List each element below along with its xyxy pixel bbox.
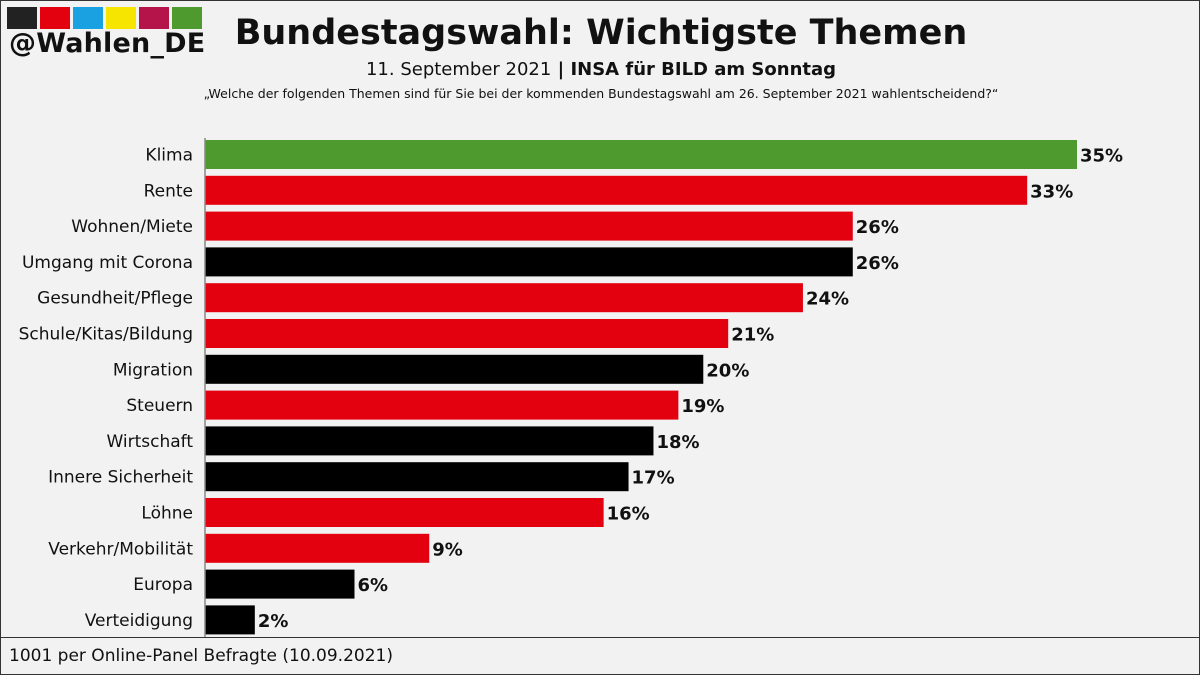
- category-label: Verkehr/Mobilität: [48, 539, 193, 559]
- category-label: Steuern: [126, 396, 193, 416]
- value-label: 2%: [258, 611, 289, 632]
- value-label: 18%: [656, 432, 699, 453]
- bar: [205, 605, 255, 635]
- category-label: Gesundheit/Pflege: [37, 289, 193, 309]
- category-label: Migration: [113, 360, 193, 380]
- logo-stripe: [106, 7, 136, 29]
- bar: [205, 283, 803, 313]
- bar: [205, 319, 729, 348]
- subtitle-date: 11. September 2021: [365, 59, 552, 80]
- bar: [205, 247, 853, 277]
- bar: [205, 569, 355, 599]
- category-label: Klima: [145, 146, 193, 166]
- value-label: 20%: [706, 360, 749, 381]
- bar: [205, 498, 604, 527]
- chart-title: Bundestagswahl: Wichtigste Themen: [234, 13, 968, 53]
- footer-divider: [1, 637, 1200, 638]
- category-label: Rente: [144, 181, 193, 201]
- category-label: Wohnen/Miete: [71, 217, 193, 237]
- logo-stripes: [7, 7, 202, 29]
- subtitle-source: INSA für BILD am Sonntag: [570, 59, 837, 80]
- bar-chart: Klima 35% Rente 33% Wohnen/Miete 26% Umgang mi…: [19, 138, 1123, 637]
- survey-question: „Welche der folgenden Themen sind für Si…: [203, 86, 999, 101]
- logo-stripe: [139, 7, 169, 29]
- value-label: 33%: [1030, 181, 1073, 202]
- footer-note: 1001 per Online-Panel Befragte (10.09.20…: [9, 646, 393, 666]
- bar: [205, 354, 704, 384]
- value-label: 9%: [432, 539, 463, 560]
- subtitle-separator: |: [551, 59, 571, 80]
- value-label: 16%: [607, 504, 650, 525]
- bar: [205, 426, 654, 456]
- bar: [205, 140, 1077, 169]
- category-label: Innere Sicherheit: [48, 468, 193, 488]
- bar: [205, 390, 679, 420]
- category-label: Umgang mit Corona: [22, 253, 193, 273]
- bar: [205, 211, 853, 241]
- bar: [205, 175, 1028, 205]
- value-label: 6%: [357, 575, 388, 596]
- value-label: 24%: [806, 289, 849, 310]
- logo-stripe: [172, 7, 202, 29]
- account-handle: @Wahlen_DE: [9, 28, 206, 59]
- bars-layer: Klima 35% Rente 33% Wohnen/Miete 26% Umgang mi…: [19, 140, 1123, 635]
- value-label: 35%: [1080, 146, 1123, 167]
- category-label: Europa: [133, 575, 193, 595]
- bar: [205, 462, 629, 492]
- value-label: 17%: [632, 468, 675, 489]
- value-label: 21%: [731, 325, 774, 346]
- value-label: 26%: [856, 253, 899, 274]
- category-label: Wirtschaft: [106, 432, 193, 452]
- value-label: 19%: [681, 396, 724, 417]
- logo-stripe: [40, 7, 70, 29]
- bar: [205, 533, 430, 563]
- value-label: 26%: [856, 217, 899, 238]
- logo-stripe: [7, 7, 37, 29]
- chart-subtitle: 11. September 2021 | INSA für BILD am So…: [1, 59, 1200, 80]
- category-label: Löhne: [141, 504, 193, 524]
- logo-stripe: [73, 7, 103, 29]
- category-label: Schule/Kitas/Bildung: [19, 325, 193, 345]
- category-label: Verteidigung: [85, 611, 193, 631]
